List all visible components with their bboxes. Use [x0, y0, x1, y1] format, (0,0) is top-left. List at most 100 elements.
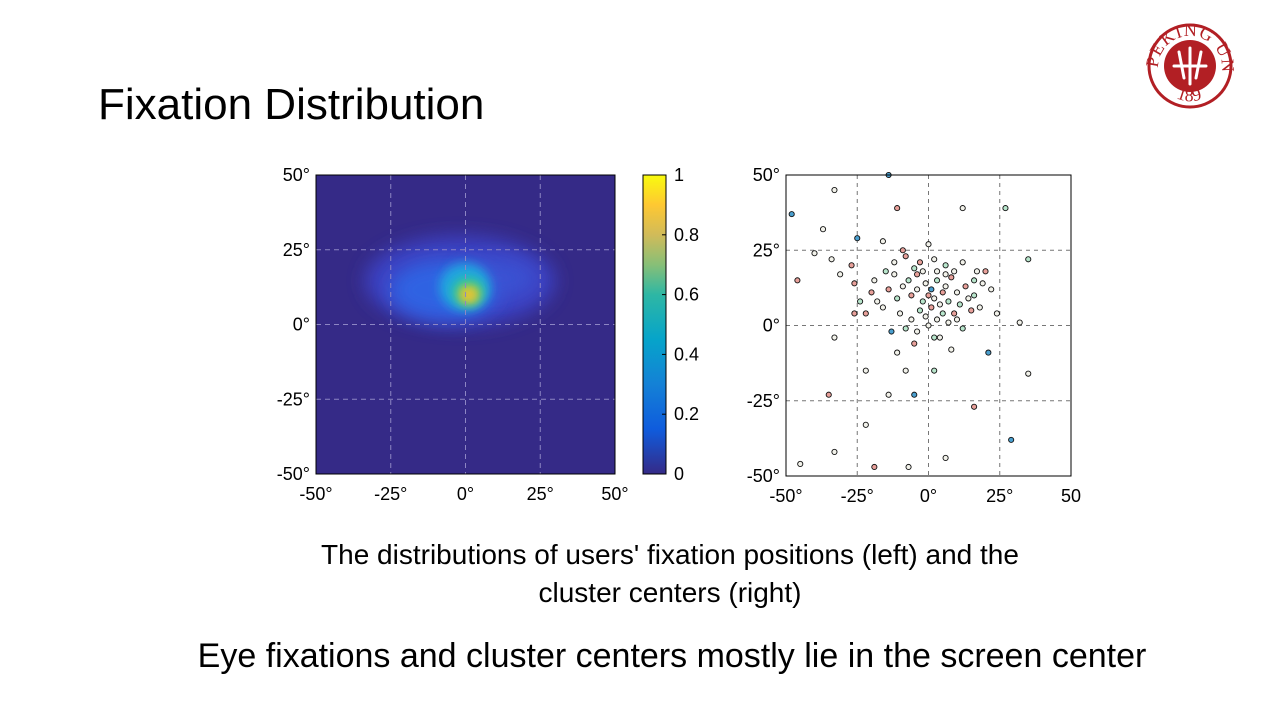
cluster-center-point [825, 391, 832, 398]
scatter-grid [786, 175, 1071, 476]
cluster-center-point [931, 295, 938, 302]
y-tick-label: -25° [747, 391, 780, 411]
cluster-center-point [862, 310, 869, 317]
cluster-center-point [894, 349, 901, 356]
scatter-points [788, 171, 1032, 471]
cluster-center-point [982, 268, 989, 275]
x-tick-label: 50 [1061, 486, 1081, 506]
figure-caption: The distributions of users' fixation pos… [220, 536, 1120, 612]
cluster-center-point [820, 226, 827, 233]
cluster-center-point [948, 346, 955, 353]
cluster-center-point [902, 325, 909, 332]
cluster-center-point [831, 448, 838, 455]
cluster-center-point [894, 295, 901, 302]
cluster-center-point [979, 280, 986, 287]
cluster-center-point [868, 289, 875, 296]
cluster-center-point [951, 310, 958, 317]
cluster-center-point [936, 301, 943, 308]
cluster-center-point [988, 286, 995, 293]
cluster-center-point [885, 286, 892, 293]
colorbar-tick-label: 0.8 [674, 225, 699, 245]
cluster-center-point [899, 283, 906, 290]
cluster-center-point [828, 256, 835, 263]
cluster-center-point [1025, 256, 1032, 263]
y-tick-label: -25° [277, 389, 310, 409]
cluster-center-point [993, 310, 1000, 317]
y-tick-label: 25° [753, 240, 780, 260]
cluster-center-point [888, 328, 895, 335]
x-tick-label: 50° [601, 484, 628, 504]
cluster-center-point [908, 316, 915, 323]
cluster-center-point [905, 277, 912, 284]
cluster-center-point [905, 463, 912, 471]
x-tick-label: -50° [769, 486, 802, 506]
colorbar-gradient [642, 174, 667, 475]
y-tick-label: 50° [283, 165, 310, 185]
cluster-center-point [851, 280, 858, 287]
cluster-center-point [942, 271, 949, 278]
cluster-center-point [933, 268, 941, 275]
cluster-center-point [794, 277, 801, 284]
cluster-center-point [948, 274, 955, 281]
cluster-center-point [851, 310, 858, 317]
x-tick-label: -50° [299, 484, 332, 504]
cluster-center-point [951, 268, 958, 275]
caption-line-1: The distributions of users' fixation pos… [321, 539, 1019, 570]
cluster-center-point [971, 277, 978, 284]
cluster-center-point [896, 310, 904, 317]
x-tick-label: 0° [457, 484, 474, 504]
cluster-center-point [939, 289, 946, 296]
university-logo: PEKING UNIVERSITY 1898 [1146, 22, 1234, 109]
cluster-center-point [925, 292, 932, 299]
cluster-center-point [956, 301, 963, 308]
cluster-center-point [914, 286, 921, 293]
cluster-center-point [931, 256, 938, 263]
colorbar-tick-label: 0.4 [674, 344, 699, 364]
cluster-center-point [911, 391, 918, 398]
cluster-center-point [985, 349, 992, 356]
cluster-center-point [837, 271, 844, 278]
cluster-center-point [942, 262, 949, 269]
cluster-center-point [922, 280, 929, 287]
cluster-center-point [919, 268, 926, 275]
cluster-center-point [942, 283, 949, 290]
cluster-center-point [916, 307, 923, 314]
cluster-center-point [1016, 319, 1023, 326]
cluster-center-point [945, 298, 952, 305]
cluster-center-point [965, 295, 972, 302]
cluster-center-point [919, 298, 926, 305]
slide-title: Fixation Distribution [98, 80, 485, 129]
cluster-center-point [1002, 205, 1009, 212]
cluster-center-point [959, 205, 966, 212]
y-tick-label: 25° [283, 240, 310, 260]
cluster-center-point [879, 238, 886, 245]
cluster-center-point [953, 289, 961, 296]
colorbar-tick-label: 0.6 [674, 285, 699, 305]
x-tick-label: -25° [374, 484, 407, 504]
heatmap-grid [316, 175, 615, 474]
caption-line-2: cluster centers (right) [538, 577, 802, 608]
heatmap-chart: -50° -25° 0° 25° 50° 50° 25° 0° -25° -50° [277, 165, 629, 504]
cluster-center-point [953, 316, 961, 323]
colorbar-tick-label: 1 [674, 165, 684, 185]
x-tick-label: 25° [986, 486, 1013, 506]
cluster-center-point [902, 367, 909, 374]
cluster-center-point [962, 283, 969, 290]
colorbar-tick-label: 0 [674, 464, 684, 484]
cluster-center-point [945, 319, 952, 326]
cluster-center-point [928, 304, 935, 311]
cluster-center-point [871, 463, 878, 471]
cluster-center-point [931, 367, 938, 374]
logo-emblem [1172, 46, 1208, 86]
cluster-center-point [857, 298, 864, 305]
cluster-center-point [933, 277, 941, 284]
cluster-center-point [976, 304, 983, 311]
cluster-center-point [928, 286, 935, 293]
cluster-center-point [908, 292, 915, 299]
conclusion-text: Eye fixations and cluster centers mostly… [197, 637, 1147, 675]
cluster-center-point [891, 271, 898, 278]
colorbar-tick-label: 0.2 [674, 404, 699, 424]
y-tick-label: 0° [763, 316, 780, 336]
cluster-center-point [933, 316, 941, 323]
cluster-center-point [922, 313, 929, 320]
